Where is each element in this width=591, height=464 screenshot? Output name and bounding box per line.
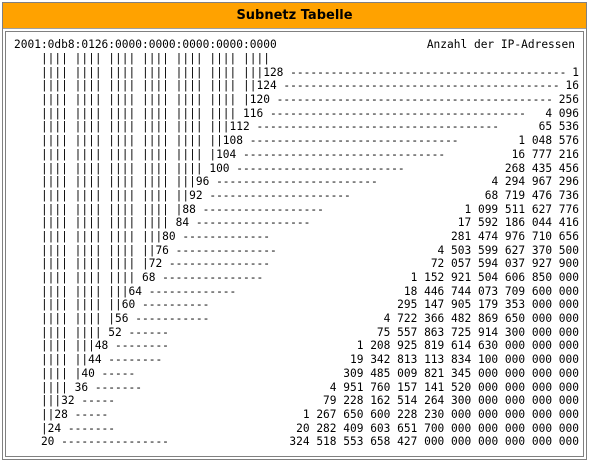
address-count: 68 719 476 736 — [484, 188, 579, 202]
address-count: 72 057 594 037 927 900 — [430, 257, 579, 271]
subnet-row: |||| |||| |||| 68 --------------- 1 152 9… — [14, 271, 579, 285]
address-count: 16 — [565, 79, 579, 93]
subnet-row: |||| |||| |||| |||| |||| 100 -----------… — [14, 162, 579, 176]
subnet-prefix-line: |||| |||| |||| ||76 --------------- — [14, 243, 277, 257]
prefix-marker-line: |||| |||| |||| |||| |||| |||| |||| — [14, 52, 579, 66]
subnet-prefix-line: ||28 ----- — [14, 407, 109, 421]
subnet-row: |||| |40 ----- 309 485 009 821 345 000 00… — [14, 367, 579, 381]
address-count: 256 — [558, 93, 579, 107]
address-count: 1 267 650 600 228 230 000 000 000 000 00… — [302, 407, 579, 421]
subnet-row: |||| |||| |||| |||| |||| |104 ----------… — [14, 148, 579, 162]
subnet-prefix-line: |||| |||| |||64 ------------- — [14, 284, 237, 298]
address-count: 1 208 925 819 614 630 000 000 000 — [356, 339, 579, 353]
address-count: 75 557 863 725 914 300 000 000 — [376, 325, 579, 339]
subnet-table-frame: Subnetz Tabelle 2001:0db8:0126:0000:0000… — [2, 2, 587, 460]
subnet-prefix-line: |||| |||| 52 ------ — [14, 325, 169, 339]
subnet-prefix-line: |||| |||| |||| 68 --------------- — [14, 271, 264, 284]
subnet-row: |24 ------- 20 282 409 603 651 700 000 00… — [14, 422, 579, 436]
subnet-row: |||| ||44 -------- 19 342 813 113 834 100… — [14, 353, 579, 367]
subnet-prefix-line: |||| ||44 -------- — [14, 353, 163, 367]
subnet-row: |||| |||| |||| |||| ||92 ---------------… — [14, 189, 579, 203]
address-count: 65 536 — [538, 120, 579, 134]
address-count: 16 777 216 — [511, 147, 579, 161]
subnet-row: |||| |||| |||| |||| |||| |||| |||128 ---… — [14, 66, 579, 80]
subnet-row: |||32 ----- 79 228 162 514 264 300 000 00… — [14, 394, 579, 408]
subnet-table-content: 2001:0db8:0126:0000:0000:0000:0000:0000 … — [5, 31, 584, 457]
subnet-row: |||| 36 ------- 4 951 760 157 141 520 000… — [14, 381, 579, 395]
subnet-row: |||| |||| |||| |||| 84 -----------------… — [14, 216, 579, 230]
subnet-rows: |||| |||| |||| |||| |||| |||| |||| |||| … — [14, 52, 579, 449]
subnet-prefix-line: |||| |||| |56 ----------- — [14, 312, 210, 326]
address-count: 1 — [572, 65, 579, 79]
subnet-prefix-line: |||| |40 ----- — [14, 366, 136, 380]
subnet-prefix-line: |||| |||| |||| |||| |88 ----------------… — [14, 202, 324, 216]
subnet-prefix-line: |||| |||| |||| |72 --------------- — [14, 257, 270, 271]
table-title: Subnetz Tabelle — [3, 3, 586, 29]
subnet-row: 20 ---------------- 324 518 553 658 427 0… — [14, 435, 579, 449]
subnet-prefix-line: |||| |||| |||| |||80 ------------- — [14, 229, 270, 243]
address-count: 18 446 744 073 709 600 000 — [403, 284, 579, 298]
address-count: 1 048 576 — [518, 134, 579, 148]
subnet-prefix-line: |||| |||| |||| |||| |||| ||108 ---------… — [14, 134, 459, 148]
subnet-prefix-line: |||| |||| |||| |||| |||96 --------------… — [14, 175, 378, 189]
address-count: 19 342 813 113 834 100 000 000 000 — [349, 353, 579, 367]
subnet-row: |||| |||| |||| |||| |||| |||112 --------… — [14, 120, 579, 134]
address-count: 4 294 967 296 — [491, 175, 579, 189]
address-count: 1 152 921 504 606 850 000 — [410, 271, 579, 284]
address-count: 295 147 905 179 353 000 000 — [397, 298, 579, 312]
subnet-prefix-line: |||| |||| |||| |||| |||| 100 -----------… — [14, 161, 405, 175]
prefix-marker-text: |||| |||| |||| |||| |||| |||| |||| — [14, 52, 270, 65]
subnet-prefix-line: |||| |||| |||| |||| |||| |||112 --------… — [14, 120, 499, 134]
subnet-prefix-line: |24 ------- — [14, 421, 116, 435]
address-count-header: Anzahl der IP-Adressen — [426, 38, 575, 51]
subnet-row: |||| |||48 -------- 1 208 925 819 614 630… — [14, 339, 579, 353]
subnet-row: |||| |||| |||| |72 --------------- 72 057… — [14, 257, 579, 271]
subnet-prefix-line: |||| |||| |||| |||| |||| |||| ||124 ----… — [14, 79, 560, 93]
subnet-prefix-line: |||| |||| |||| |||| |||| |104 ----------… — [14, 147, 446, 161]
address-count: 281 474 976 710 656 — [451, 229, 579, 243]
address-count: 1 099 511 627 776 — [464, 202, 579, 216]
subnet-prefix-line: |||| 36 ------- — [14, 380, 142, 394]
subnet-row: |||| |||| |||| |||| |||96 --------------… — [14, 175, 579, 189]
subnet-row: |||| |||| |||| ||76 --------------- 4 503… — [14, 244, 579, 258]
subnet-row: |||| |||| |||| |||| |||| |||| ||124 ----… — [14, 79, 579, 93]
address-count: 79 228 162 514 264 300 000 000 000 000 — [323, 394, 579, 408]
subnet-prefix-line: |||32 ----- — [14, 394, 116, 408]
address-count: 4 503 599 627 370 500 — [437, 243, 579, 257]
subnet-prefix-line: |||| |||| ||60 ---------- — [14, 298, 210, 312]
address-count: 309 485 009 821 345 000 000 000 000 — [343, 366, 579, 380]
subnet-prefix-line: |||| |||| |||| |||| 84 ----------------- — [14, 216, 311, 230]
subnet-row: |||| |||| |||| |||| |||| |||| |120 -----… — [14, 93, 579, 107]
subnet-prefix-line: |||| |||| |||| |||| ||92 ---------------… — [14, 188, 351, 202]
subnet-prefix-line: 20 ---------------- — [14, 435, 169, 449]
subnet-prefix-line: |||| |||| |||| |||| |||| |||| |||128 ---… — [14, 65, 567, 79]
subnet-row: |||| |||| |||| |||80 ------------- 281 47… — [14, 230, 579, 244]
subnet-row: |||| |||| |||| |||| |||| |||| 116 ------… — [14, 107, 579, 121]
address-count: 17 592 186 044 416 — [457, 216, 579, 230]
ip-address-header: 2001:0db8:0126:0000:0000:0000:0000:0000 — [14, 38, 277, 51]
address-count: 4 951 760 157 141 520 000 000 000 000 — [329, 380, 579, 394]
subnet-row: |||| |||| |56 ----------- 4 722 366 482 8… — [14, 312, 579, 326]
subnet-row: |||| |||| |||| |||| |||| ||108 ---------… — [14, 134, 579, 148]
subnet-row: |||| |||| ||60 ---------- 295 147 905 179… — [14, 298, 579, 312]
subnet-prefix-line: |||| |||| |||| |||| |||| |||| 116 ------… — [14, 106, 526, 120]
address-count: 268 435 456 — [504, 161, 579, 175]
address-count: 324 518 553 658 427 000 000 000 000 000 … — [289, 435, 579, 449]
subnet-prefix-line: |||| |||| |||| |||| |||| |||| |120 -----… — [14, 93, 553, 107]
address-count: 4 096 — [545, 106, 579, 120]
address-count: 4 722 366 482 869 650 000 000 — [383, 312, 579, 326]
address-count: 20 282 409 603 651 700 000 000 000 000 0… — [296, 421, 579, 435]
subnet-prefix-line: |||| |||48 -------- — [14, 339, 169, 353]
subnet-row: |||| |||| |||| |||| |88 ----------------… — [14, 203, 579, 217]
subnet-row: |||| |||| 52 ------ 75 557 863 725 914 30… — [14, 326, 579, 340]
subnet-row: |||| |||| |||64 ------------- 18 446 744 … — [14, 285, 579, 299]
subnet-row: ||28 ----- 1 267 650 600 228 230 000 000 … — [14, 408, 579, 422]
